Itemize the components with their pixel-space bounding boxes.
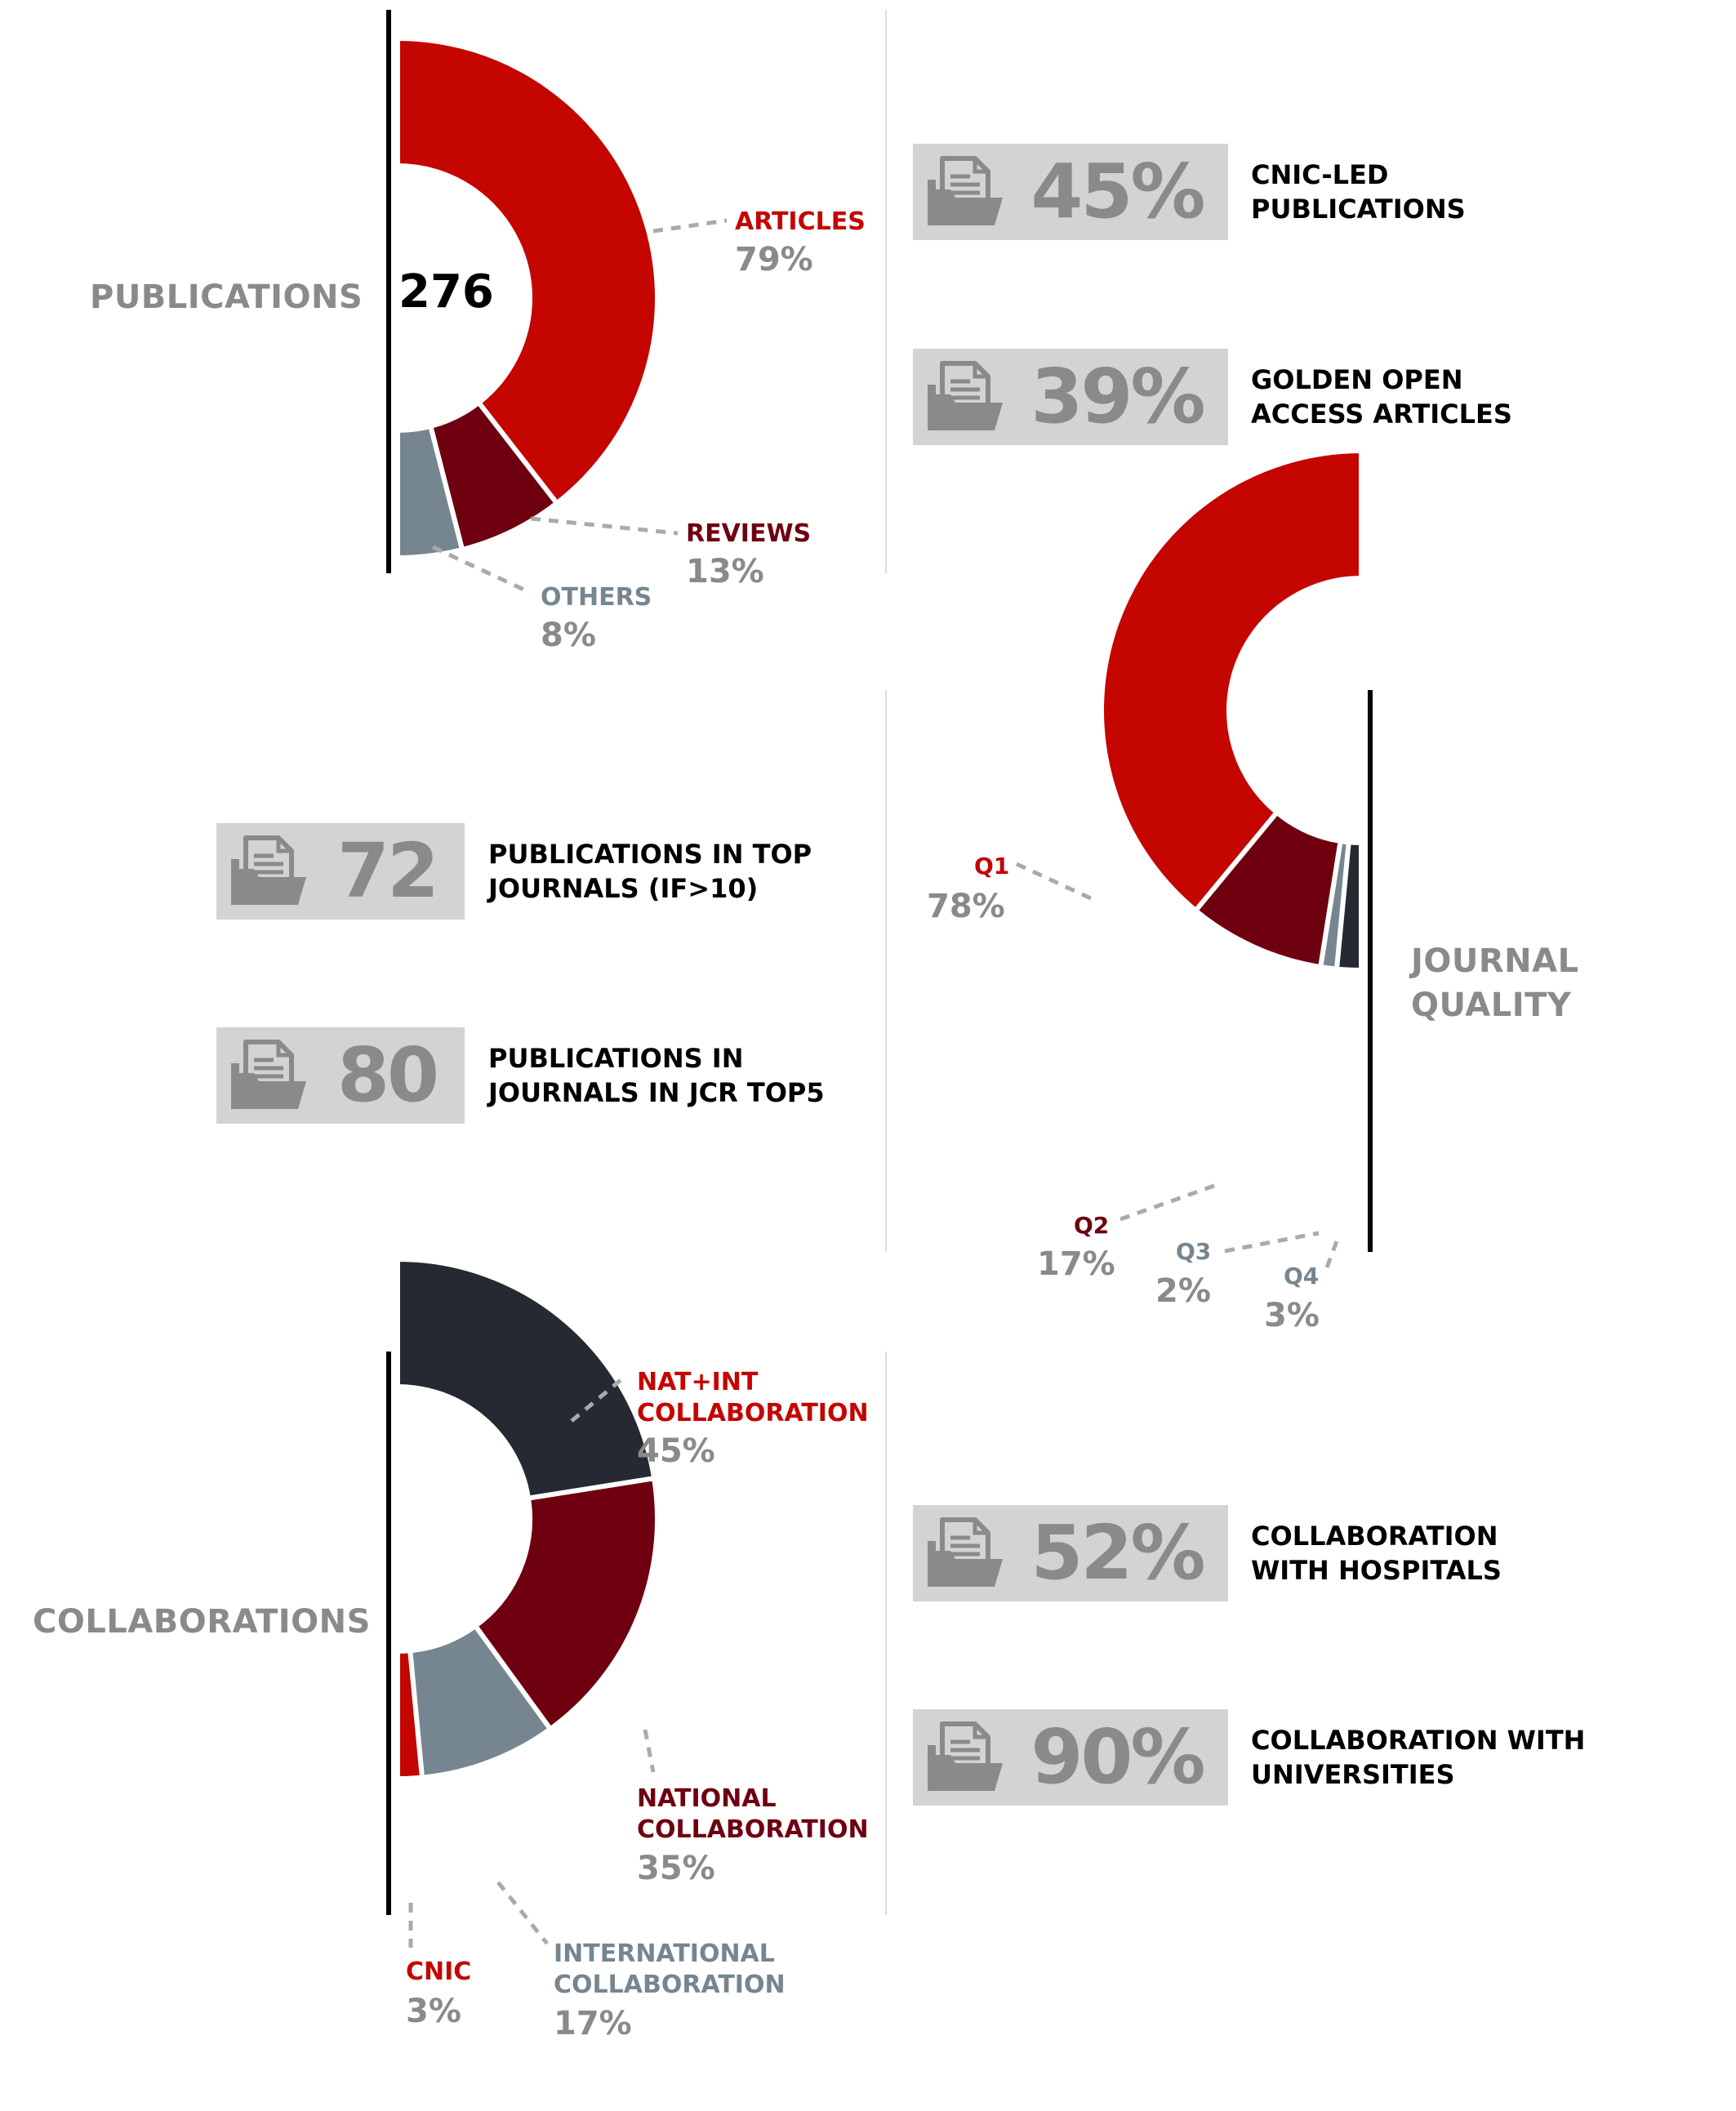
collaborations-donut [395, 1256, 660, 1782]
pct-q4: 3% [1264, 1297, 1320, 1334]
segment-nat-int-collaboration [395, 1256, 657, 1502]
pct-international: 17% [554, 2005, 632, 2042]
pct-nat-int: 45% [637, 1432, 715, 1470]
label-q4: Q4 [1284, 1263, 1320, 1289]
label-q2: Q2 [1074, 1212, 1110, 1239]
stat-text-jcr-top5: PUBLICATIONS IN JOURNALS IN JCR TOP5 [488, 1043, 825, 1108]
stat-box-golden-oa: 39% [913, 349, 1228, 445]
label-reviews: REVIEWS [686, 519, 812, 548]
leader-lines [408, 218, 1342, 1948]
leader-reviews [530, 516, 679, 536]
leader-national [643, 1729, 656, 1773]
journal-quality-donut [1099, 448, 1364, 973]
label-q1: Q1 [974, 853, 1010, 880]
label-nat-int: NAT+INT COLLABORATION [637, 1368, 869, 1427]
stat-value: 52% [1030, 1509, 1205, 1597]
structure-lines [386, 10, 1373, 1915]
segment-others [395, 423, 465, 561]
label-q3: Q3 [1176, 1238, 1212, 1265]
publications-total: 276 [398, 265, 494, 318]
leader-q2 [1119, 1183, 1215, 1222]
label-cnic: CNIC [406, 1957, 472, 1986]
stat-box-top-journals: 72 [216, 823, 465, 920]
label-others: OTHERS [541, 583, 652, 612]
document-folder-icon [228, 835, 309, 908]
pct-others: 8% [541, 617, 596, 654]
pct-reviews: 13% [686, 553, 764, 590]
document-folder-icon [924, 1721, 1006, 1794]
stat-text-hospitals: COLLABORATION WITH HOSPITALS [1251, 1521, 1502, 1586]
collaborations-title: COLLABORATIONS [33, 1603, 371, 1641]
leader-international [496, 1881, 549, 1945]
stat-value: 72 [336, 827, 439, 915]
document-folder-icon [924, 1516, 1006, 1590]
stat-box-cnic-led: 45% [913, 144, 1228, 240]
stat-value: 45% [1030, 148, 1205, 235]
pct-q3: 2% [1155, 1272, 1211, 1310]
pct-national: 35% [637, 1850, 715, 1887]
pct-articles: 79% [735, 241, 813, 278]
segment-cnic [395, 1648, 425, 1782]
publications-donut [395, 35, 660, 561]
label-articles: ARTICLES [735, 207, 866, 236]
stat-box-hospitals: 52% [913, 1505, 1228, 1601]
publications-title: PUBLICATIONS [90, 278, 363, 316]
leader-q1 [1015, 862, 1096, 902]
journal-quality-title: JOURNAL QUALITY [1411, 942, 1579, 1024]
stat-text-universities: COLLABORATION WITH UNIVERSITIES [1251, 1725, 1586, 1790]
segment-q1 [1099, 448, 1364, 915]
stat-box-jcr-top5: 80 [216, 1027, 465, 1124]
segment-national-collaboration [472, 1475, 660, 1733]
label-international: INTERNATIONAL COLLABORATION [554, 1940, 786, 1999]
segment-articles [395, 35, 660, 507]
document-folder-icon [924, 155, 1006, 229]
stat-text-top-journals: PUBLICATIONS IN TOP JOURNALS (IF>10) [488, 839, 812, 904]
stat-value: 90% [1030, 1713, 1205, 1801]
stat-value: 39% [1030, 353, 1205, 440]
stat-box-universities: 90% [913, 1709, 1228, 1806]
leader-q4 [1324, 1234, 1342, 1268]
pct-cnic: 3% [406, 1993, 461, 2030]
document-folder-icon [228, 1039, 309, 1112]
leader-q3 [1224, 1231, 1320, 1254]
stat-text-cnic-led: CNIC-LED PUBLICATIONS [1251, 159, 1466, 225]
pct-q1: 78% [927, 888, 1005, 925]
label-national: NATIONAL COLLABORATION [637, 1784, 869, 1844]
segment-q4 [1333, 840, 1364, 973]
stat-text-golden-oa: GOLDEN OPEN ACCESS ARTICLES [1251, 364, 1512, 430]
document-folder-icon [924, 360, 1006, 434]
pct-q2: 17% [1037, 1245, 1115, 1283]
stat-value: 80 [336, 1031, 439, 1119]
leader-articles [652, 218, 728, 234]
